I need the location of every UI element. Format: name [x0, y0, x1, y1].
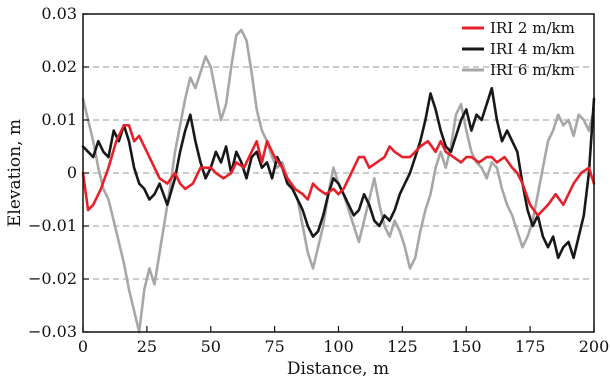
y-axis: −0.03 −0.02 −0.01 0 0.01 0.02 0.03	[28, 4, 89, 341]
x-tick-label: 25	[137, 337, 157, 356]
x-tick-label: 150	[451, 337, 482, 356]
y-tick-label: −0.02	[28, 269, 77, 288]
x-tick-label: 200	[579, 337, 610, 356]
y-axis-label: Elevation, m	[5, 119, 25, 227]
y-tick-label: 0.01	[41, 110, 77, 129]
x-tick-label: 50	[201, 337, 221, 356]
legend: IRI 2 m/km IRI 4 m/km IRI 6 m/km	[462, 19, 575, 79]
series-line-1	[81, 124, 596, 217]
x-tick-label: 175	[515, 337, 546, 356]
x-tick-label: 100	[323, 337, 354, 356]
legend-label: IRI 2 m/km	[490, 19, 575, 37]
y-tick-label: 0.02	[41, 57, 77, 76]
x-tick-label: 125	[387, 337, 418, 356]
legend-label: IRI 6 m/km	[490, 61, 575, 79]
series-line-2	[81, 86, 596, 260]
y-tick-label: −0.01	[28, 216, 77, 235]
grid	[83, 66, 594, 280]
y-tick-label: 0	[67, 163, 77, 182]
y-tick-label: 0.03	[41, 4, 77, 23]
y-tick-label: −0.03	[28, 322, 77, 341]
series-lines	[81, 28, 596, 334]
x-axis: 0 25 50 75 100 125 150 175 200	[78, 326, 609, 356]
x-tick-label: 75	[264, 337, 284, 356]
x-tick-label: 0	[78, 337, 88, 356]
x-axis-label: Distance, m	[287, 359, 389, 379]
legend-label: IRI 4 m/km	[490, 40, 575, 58]
